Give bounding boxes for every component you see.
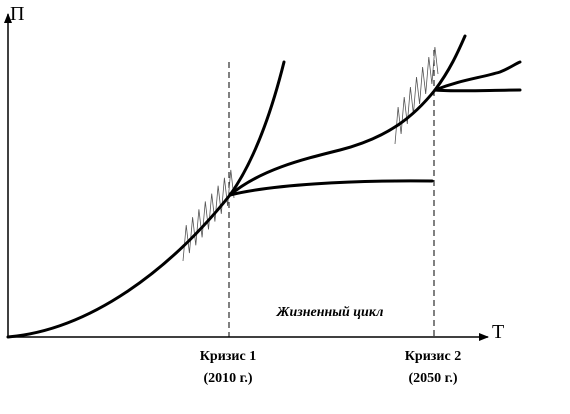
- oscillation: [182, 169, 235, 262]
- plateau-curve: [228, 179, 434, 197]
- y-axis-label: П: [10, 3, 24, 25]
- annotation: Жизненный цикл: [276, 305, 384, 320]
- crisis-date: (2010 г.): [203, 371, 252, 386]
- x-axis-label: Т: [492, 321, 504, 343]
- crisis-label: Кризис 1: [200, 349, 256, 364]
- plateau-curve: [433, 88, 522, 93]
- crisis-date: (2050 г.): [408, 371, 457, 386]
- growth-curve: [6, 60, 286, 339]
- growth-curve: [228, 34, 467, 197]
- growth-curve: [433, 60, 522, 92]
- crisis-label: Кризис 2: [405, 349, 461, 364]
